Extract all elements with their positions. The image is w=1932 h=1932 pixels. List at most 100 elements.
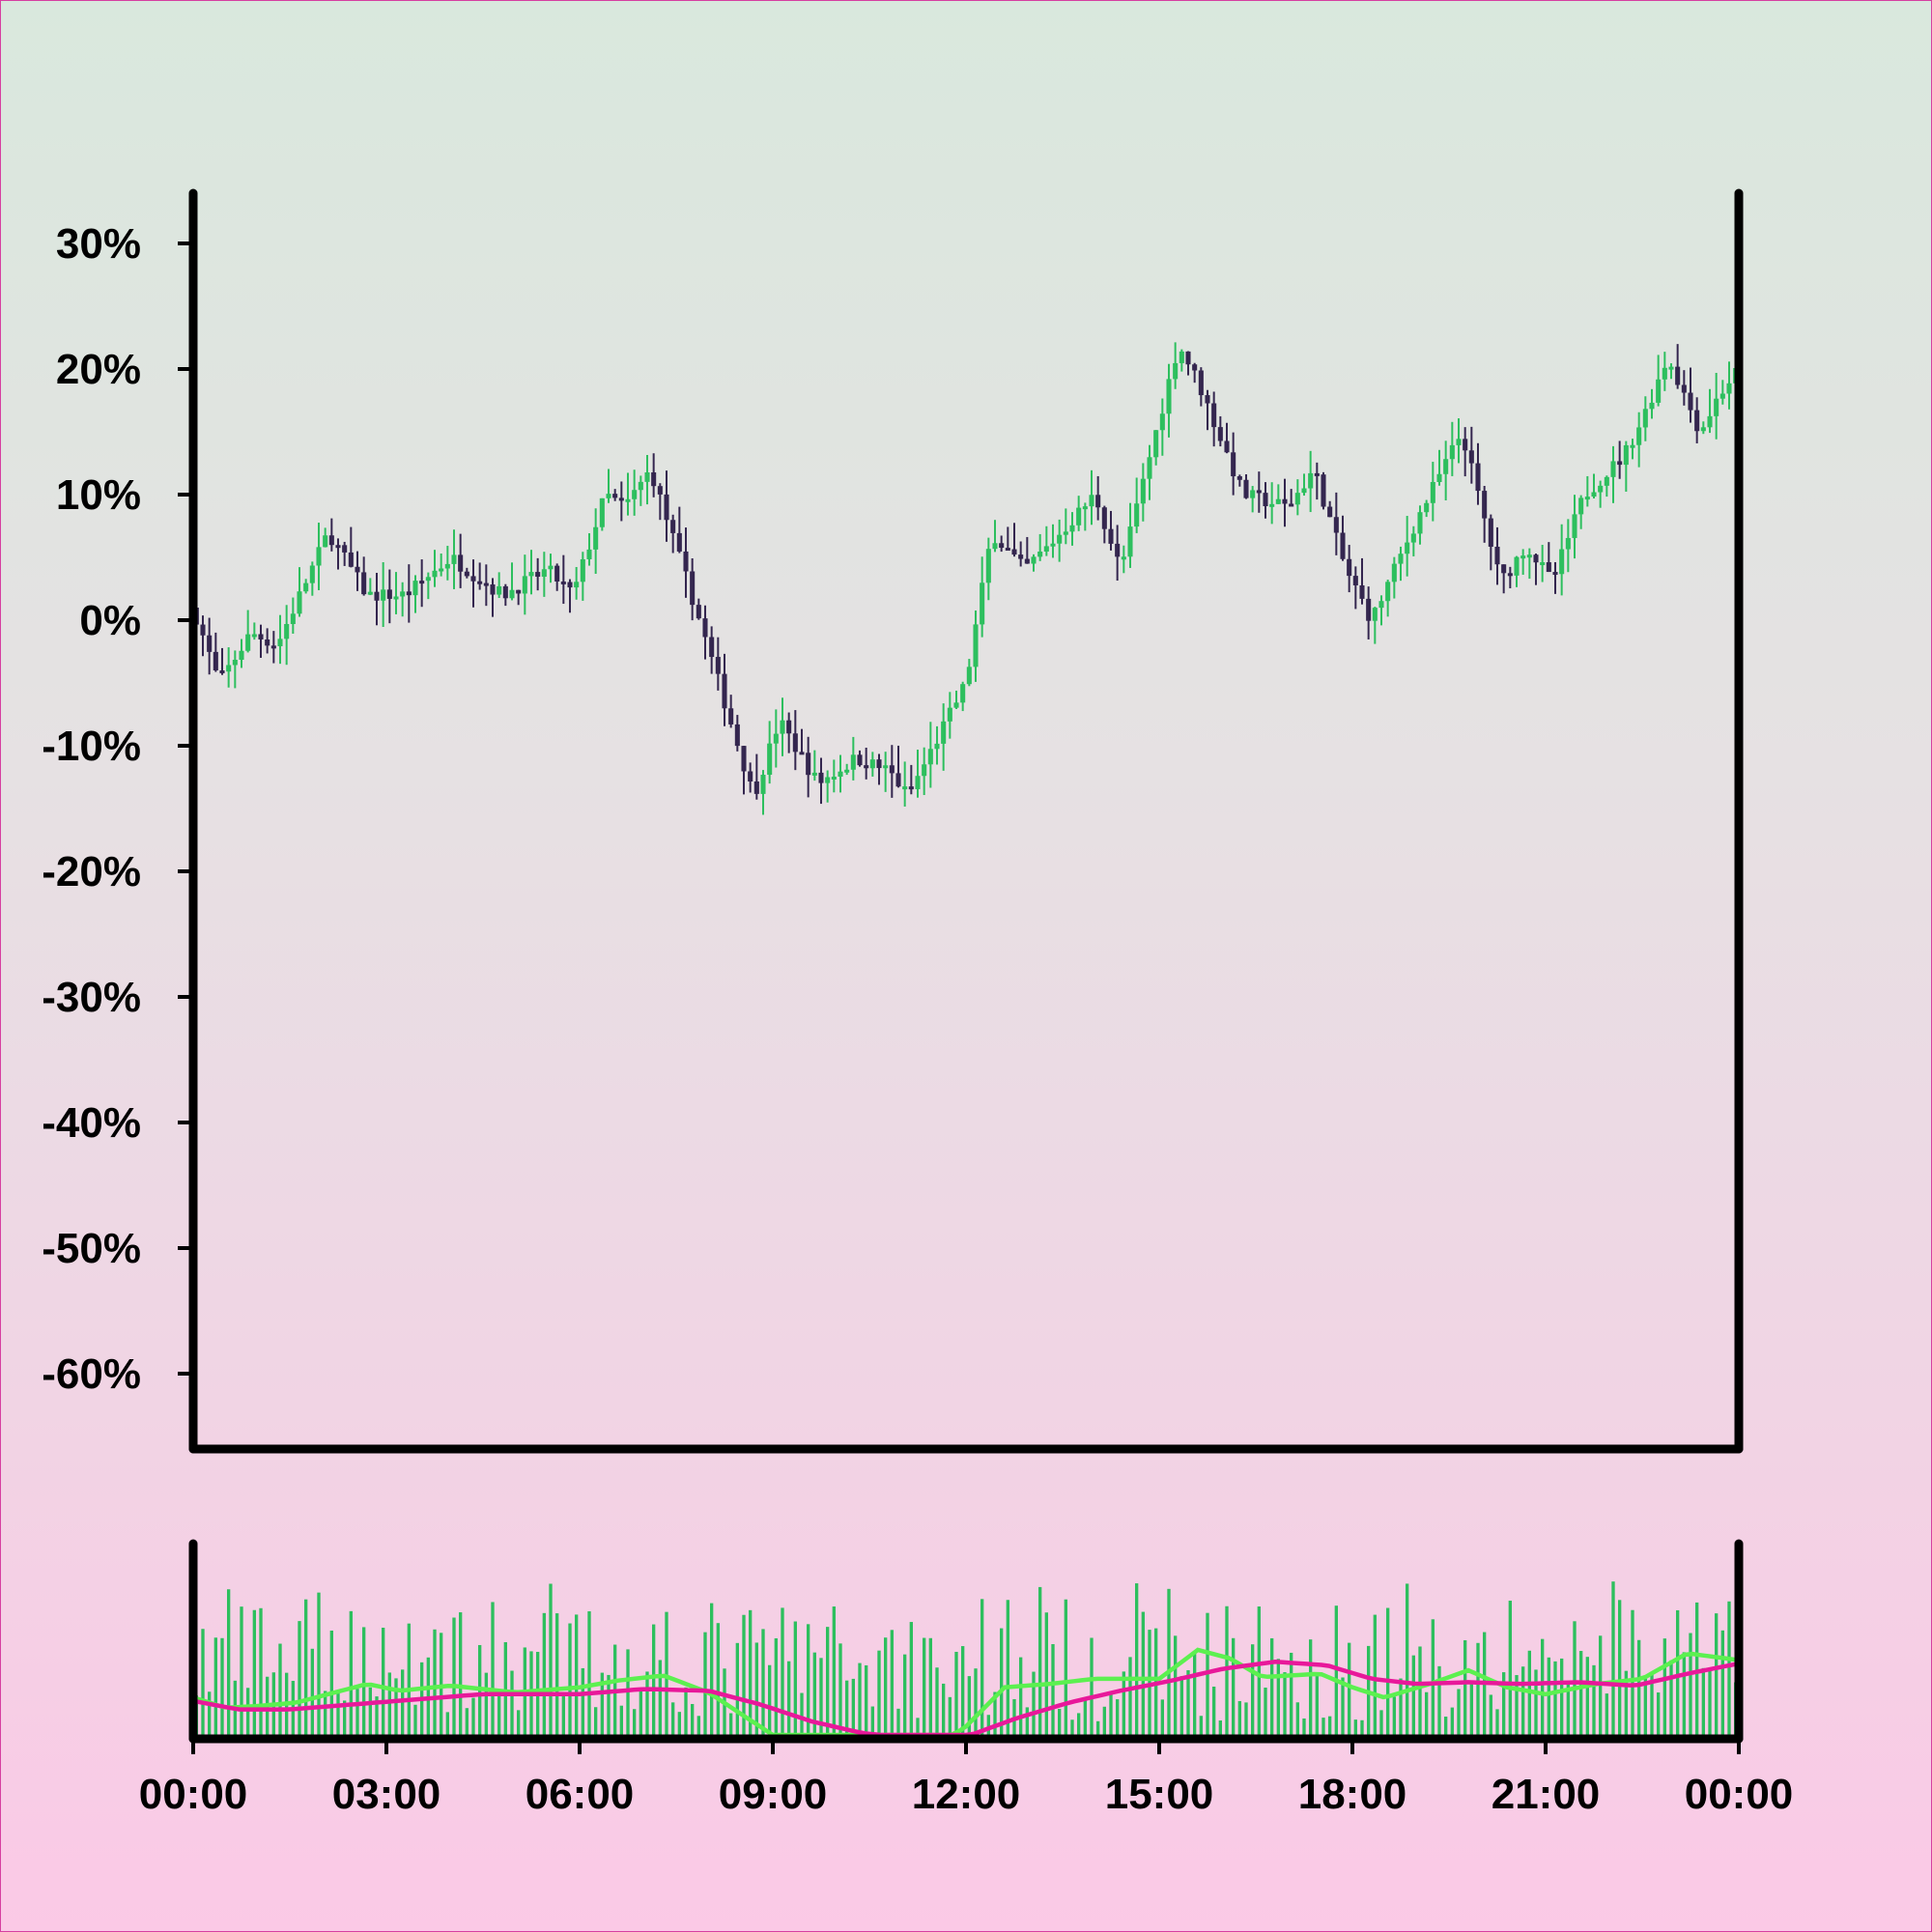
candle-body: [1456, 439, 1462, 445]
candle-body: [1236, 476, 1242, 480]
candle-body: [400, 591, 406, 597]
volume-bar: [484, 1672, 488, 1735]
y-axis-ticks: 30% 20% 10% 0% -10% -20% -30% -40% -50% -60%: [42, 220, 193, 1398]
volume-bar: [1044, 1612, 1048, 1735]
candle-body: [477, 581, 483, 584]
x-tick-label: 12:00: [912, 1771, 1021, 1818]
candle-body: [664, 494, 669, 521]
volume-bar: [445, 1712, 449, 1735]
volume-bar: [1225, 1605, 1229, 1735]
x-tick-label: 00:00: [1685, 1771, 1794, 1818]
candle-body: [1089, 495, 1094, 507]
candle-body: [1173, 362, 1179, 380]
volume-bar: [1579, 1651, 1583, 1735]
candle-body: [1623, 444, 1629, 466]
volume-bar: [1290, 1652, 1293, 1735]
volume-bar: [658, 1660, 662, 1735]
volume-bar: [259, 1607, 263, 1735]
volume-bar: [1328, 1716, 1332, 1735]
candle-body: [831, 776, 837, 780]
volume-bar: [928, 1637, 932, 1735]
volume-bar: [1232, 1637, 1236, 1735]
volume-bar: [1148, 1630, 1151, 1735]
candle-body: [638, 481, 643, 491]
y-tick-label: 10%: [56, 471, 141, 519]
volume-bar: [1669, 1660, 1673, 1735]
candle-body: [876, 759, 882, 769]
volume-bar: [600, 1672, 604, 1735]
candle-body: [999, 543, 1005, 549]
volume-bar: [1122, 1671, 1125, 1735]
candle-body: [1656, 379, 1662, 403]
volume-bar: [1431, 1619, 1435, 1735]
volume-bar: [368, 1687, 372, 1735]
volume-bar: [1128, 1657, 1132, 1735]
volume-bar: [793, 1621, 797, 1735]
candle-body: [966, 667, 972, 685]
volume-bar: [1495, 1709, 1499, 1735]
volume-bar: [1695, 1602, 1699, 1735]
volume-bar: [1032, 1671, 1036, 1735]
candle-body: [1463, 439, 1468, 451]
candle-body: [1340, 532, 1346, 559]
candle-body: [760, 775, 766, 794]
candle-body: [973, 624, 979, 668]
volume-bar: [1244, 1702, 1248, 1735]
volume-bar: [691, 1703, 695, 1735]
candle-body: [586, 549, 592, 559]
volume-bar: [754, 1642, 758, 1735]
candle-body: [439, 568, 444, 572]
candle-body: [1321, 474, 1326, 507]
volume-bar: [1457, 1689, 1461, 1735]
candle-body: [355, 566, 360, 573]
candle-body: [1501, 564, 1507, 574]
candle-body: [251, 634, 257, 638]
volume-bar: [510, 1670, 514, 1735]
candle-body: [850, 754, 856, 770]
candle-body: [902, 786, 908, 790]
volume-bar: [696, 1716, 700, 1735]
volume-bar: [980, 1599, 984, 1735]
candle-body: [1159, 413, 1165, 431]
volume-bar: [916, 1718, 920, 1735]
volume-bar: [240, 1606, 243, 1735]
volume-bar: [575, 1614, 579, 1735]
volume-bar: [1270, 1637, 1274, 1735]
volume-bar: [329, 1631, 333, 1735]
volume-bar: [1141, 1611, 1145, 1735]
volume-bar: [497, 1695, 501, 1735]
price-panel: 30% 20% 10% 0% -10% -20% -30% -40% -50% -60%: [42, 188, 1744, 1454]
volume-bar: [819, 1658, 823, 1735]
volume-bar: [1000, 1628, 1004, 1735]
volume-bar: [394, 1678, 398, 1735]
candle-body: [992, 543, 998, 550]
candles-group: [193, 342, 1739, 815]
candle-body: [1546, 562, 1551, 573]
volume-bar: [1541, 1638, 1545, 1735]
candle-body: [458, 554, 464, 572]
candle-body: [1719, 393, 1725, 399]
volume-bar: [568, 1623, 572, 1735]
volume-bar: [1682, 1652, 1686, 1735]
candle-body: [734, 724, 740, 747]
candle-body: [857, 754, 863, 766]
candle-body: [1301, 488, 1307, 494]
volume-bar: [942, 1683, 946, 1735]
candle-body: [599, 497, 605, 527]
volume-bar: [954, 1651, 958, 1735]
candle-body: [374, 591, 380, 601]
candle-body: [232, 659, 238, 666]
candle-body: [1372, 608, 1378, 621]
volume-bar: [1515, 1675, 1519, 1735]
volume-bar: [440, 1633, 443, 1735]
volume-bar: [1605, 1693, 1608, 1735]
volume-bar: [1521, 1666, 1525, 1735]
candle-body: [1385, 582, 1391, 602]
volume-bar: [1295, 1702, 1299, 1735]
volume-bar: [967, 1676, 971, 1735]
volume-bar: [452, 1617, 456, 1735]
volume-bar: [594, 1707, 598, 1735]
candle-body: [690, 571, 696, 606]
candle-body: [522, 576, 527, 594]
